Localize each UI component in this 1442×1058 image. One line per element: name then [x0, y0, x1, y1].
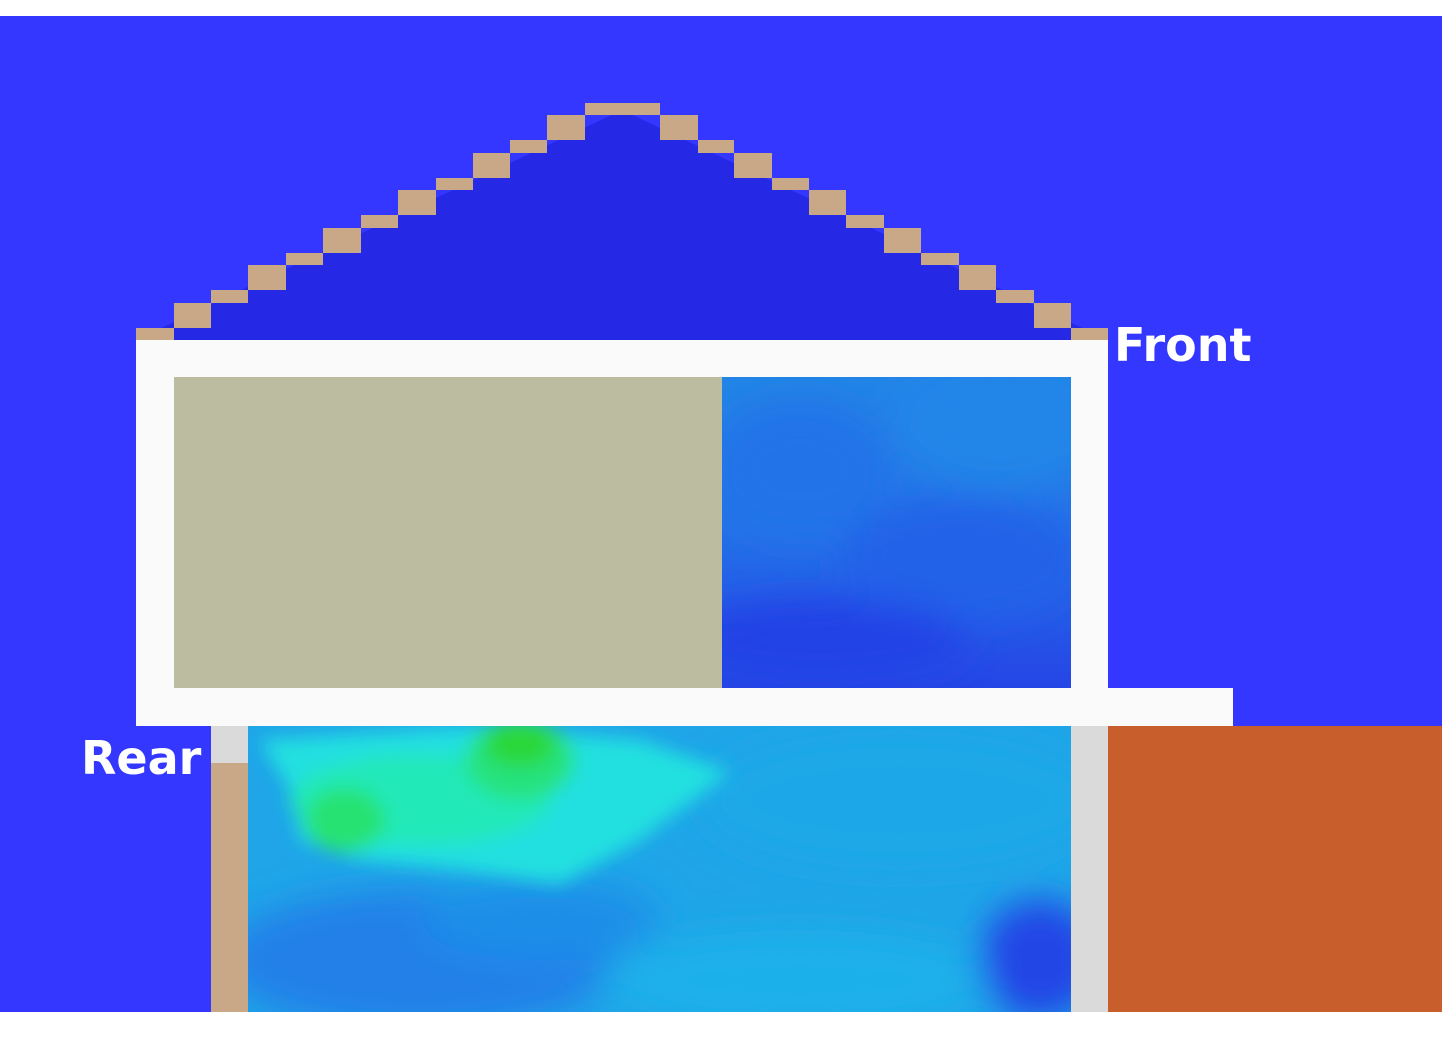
front-lower-wall	[1071, 726, 1108, 1012]
upper-right-room-thermal	[722, 377, 1071, 688]
lower-room-thermal	[248, 726, 1071, 1012]
upper-left-room	[174, 377, 722, 688]
rear-wall-top	[211, 726, 248, 763]
stepped-roof-icon	[136, 103, 1108, 340]
rear-post	[211, 763, 248, 1012]
upper-right-wall	[1071, 340, 1108, 726]
front-label: Front	[1114, 318, 1252, 372]
upper-ceiling-wall	[136, 340, 1108, 377]
neighbor-block	[1108, 726, 1442, 1012]
attic-space	[136, 110, 1108, 340]
rear-label: Rear	[81, 731, 202, 785]
upper-left-wall	[136, 340, 174, 726]
floor-slab	[136, 688, 1233, 726]
